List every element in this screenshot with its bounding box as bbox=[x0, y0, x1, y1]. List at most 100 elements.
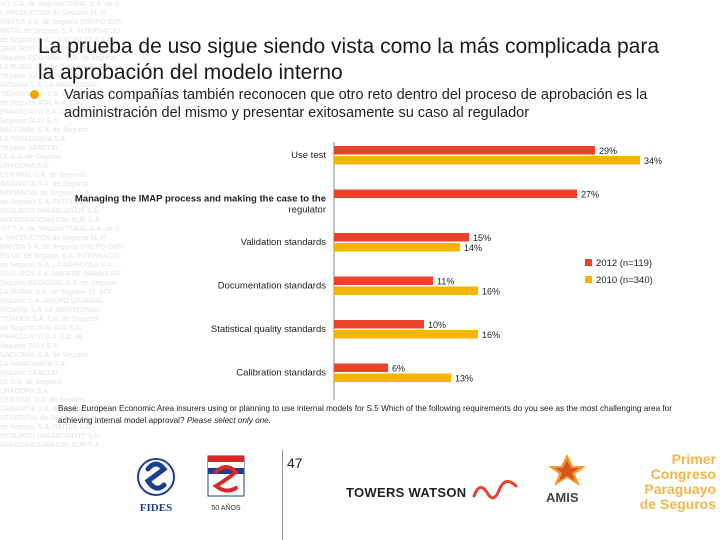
bar-chart: Use test 29% 34% Managing the IMAP process … bbox=[75, 142, 662, 400]
watermark-line: URADORA S.A. bbox=[0, 163, 50, 170]
watermark-line: PARAGUAYO S.A. Cia. de bbox=[0, 334, 83, 341]
legend-swatch bbox=[585, 259, 592, 266]
watermark-line: ENTAL de Seguros S.A. INTERNACIO bbox=[0, 253, 120, 260]
amis-logo-text: AMIS bbox=[546, 490, 579, 505]
data-label: 15% bbox=[473, 233, 491, 243]
page-number: 47 bbox=[287, 455, 303, 471]
watermark-line: NTINENTAL de Seguros S.A. bbox=[0, 415, 92, 422]
background-watermark: VIT S.A. de Seguros TERAL S.A. de S L PRO… bbox=[0, 0, 130, 450]
watermark-line: URADORA S.A. bbox=[0, 388, 50, 395]
bar-2010 bbox=[334, 243, 460, 252]
watermark-line: Seguros REGIONAL S.A. de Seguros bbox=[0, 55, 117, 62]
watermark-line: RANTIA S.A. de Seguros GRUPO GEN bbox=[0, 19, 123, 26]
data-label: 13% bbox=[455, 374, 473, 384]
watermark-line: LA RURAL S.A. de Seguros EL SOL bbox=[0, 289, 113, 296]
watermark-line: VIT S.A. de Seguros TERAL S.A. de S bbox=[0, 1, 120, 8]
towers-watson-logo-text: TOWERS WATSON bbox=[346, 485, 467, 500]
watermark-line: de Seguros ATALAYA S.A. bbox=[0, 100, 82, 107]
watermark-line: TIDADES S.A. Cia. de Seguros bbox=[0, 316, 98, 323]
watermark-line: SEGUROS PARAGUAYOS S.A. bbox=[0, 433, 101, 440]
watermark-line: PARAGUAYO S.A. Cia. de bbox=[0, 109, 83, 116]
watermark-line: NTINENTAL de Seguros S.A. bbox=[0, 190, 92, 197]
towers-watson-logo-icon bbox=[472, 480, 518, 500]
bar-2010 bbox=[334, 373, 451, 382]
watermark-line: LA PARAGUAYA S.A. bbox=[0, 136, 67, 143]
watermark-line: ASEGURADORA DEL SUR S.A. bbox=[0, 217, 102, 224]
data-label: 16% bbox=[482, 330, 500, 340]
data-label: 29% bbox=[599, 146, 617, 156]
fides-logo: FIDES bbox=[137, 458, 175, 514]
watermark-line: L PRODUCTOR de Seguros EL P bbox=[0, 235, 106, 242]
watermark-line: ENTAL de Seguros S.A. INTERNACIO bbox=[0, 28, 120, 35]
bullet-text: Varias compañías también reconocen que o… bbox=[64, 87, 648, 121]
watermark-line: LE S.A. de Seguros bbox=[0, 154, 62, 161]
watermark-line: VIT S.A. de Seguros TERAL S.A. de S bbox=[0, 226, 120, 233]
watermark-line: Seguros S.A. GRUPO GENERAL bbox=[0, 298, 105, 305]
category-label: Managing the IMAP process and making the… bbox=[75, 194, 326, 205]
bar-2010 bbox=[334, 286, 478, 295]
page-title: La prueba de uso sigue siendo vista como… bbox=[38, 35, 660, 84]
watermark-line: de Seguros S.A. LA AGRICOLA S.A. bbox=[0, 37, 114, 44]
data-label: 34% bbox=[644, 156, 662, 166]
bar-2012 bbox=[334, 146, 595, 155]
watermark-line: RANTIA S.A. de Seguros GRUPO GEN bbox=[0, 244, 123, 251]
watermark-line: L PRODUCTOR de Seguros EL P bbox=[0, 10, 106, 17]
watermark-line: RIDIANA S.A. LA MERIDIONAL bbox=[0, 82, 99, 89]
watermark-line: Seguros S.A. GRUPO GENERAL bbox=[0, 73, 105, 80]
legend-swatch bbox=[585, 276, 592, 283]
congreso-logo: Primer Congreso Paraguayo de Seguros bbox=[626, 452, 716, 512]
bar-2010 bbox=[334, 330, 478, 339]
watermark-line: CENTRAL S.A. de Seguros bbox=[0, 172, 86, 179]
watermark-line: LA PARAGUAYA S.A. bbox=[0, 361, 67, 368]
category-label: Statistical quality standards bbox=[211, 324, 326, 335]
category-label: regulator bbox=[289, 205, 327, 216]
watermark-line: ASEGURADORA DEL SUR S.A. bbox=[0, 442, 102, 449]
watermark-line: LA RURAL S.A. de Seguros EL SOL bbox=[0, 64, 113, 71]
data-label: 6% bbox=[392, 364, 405, 374]
fifty-years-text: 50 AÑOS bbox=[211, 503, 241, 512]
watermark-line: Seguros TAJY S.A. bbox=[0, 118, 60, 125]
legend-label: 2012 (n=119) bbox=[596, 258, 652, 269]
watermark-line: de Seguros S.A. PATRIA S.A. bbox=[0, 424, 92, 431]
bullet-icon bbox=[30, 90, 39, 99]
bar-2012 bbox=[334, 276, 433, 285]
watermark-line: SEGUROS S.A. MAPFRE PARAGUAY bbox=[0, 271, 122, 278]
data-label: 11% bbox=[437, 277, 454, 287]
watermark-line: Seguros SANCOR bbox=[0, 370, 58, 377]
watermark-line: GARANTIA S.A. de Seguros bbox=[0, 406, 89, 413]
congreso-line: de Seguros bbox=[639, 496, 716, 512]
watermark-line: NACIONAL S.A. de Seguros bbox=[0, 127, 89, 134]
category-label: Use test bbox=[291, 150, 326, 161]
data-label: 14% bbox=[464, 243, 482, 253]
watermark-line: GARANTIA S.A. de Seguros bbox=[0, 181, 89, 188]
bar-2010 bbox=[334, 156, 640, 165]
category-label: Documentation standards bbox=[218, 281, 327, 292]
amis-logo-icon bbox=[548, 454, 586, 486]
footnote-instruction: Please select only one. bbox=[186, 416, 272, 425]
watermark-line: Seguros TAJY S.A. bbox=[0, 343, 60, 350]
watermark-line: de Seguros S.A. LA AGRICOLA S.A. bbox=[0, 262, 114, 269]
bullet-point: Varias compañías también reconocen que o… bbox=[30, 86, 700, 122]
legend-label: 2010 (n=340) bbox=[596, 275, 653, 286]
bar-2012 bbox=[334, 233, 469, 242]
category-label: Validation standards bbox=[241, 237, 327, 248]
watermark-line: Seguros REGIONAL S.A. de Seguros bbox=[0, 280, 117, 287]
watermark-line: Seguros SANCOR bbox=[0, 145, 58, 152]
divider bbox=[282, 450, 283, 540]
fides-logo-text: FIDES bbox=[140, 502, 172, 514]
fifty-years-logo: 50 AÑOS bbox=[207, 455, 245, 512]
congreso-line: Paraguayo bbox=[644, 481, 716, 497]
watermark-line: RIDIANA S.A. LA MERIDIONAL bbox=[0, 307, 99, 314]
watermark-line: SEGUROS S.A. MAPFRE PARAGUAY bbox=[0, 46, 122, 53]
bar-2012 bbox=[334, 189, 577, 198]
watermark-line: LE S.A. de Seguros bbox=[0, 379, 62, 386]
data-label: 16% bbox=[482, 287, 500, 297]
category-label: Calibration standards bbox=[236, 368, 326, 379]
footnote: Base: European Economic Area insurers us… bbox=[58, 403, 698, 427]
watermark-line: de Seguros ATALAYA S.A. bbox=[0, 325, 82, 332]
watermark-line: TIDADES S.A. Cia. de Seguros bbox=[0, 91, 98, 98]
watermark-line: SEGUROS PARAGUAYOS S.A. bbox=[0, 208, 101, 215]
watermark-line: CENTRAL S.A. de Seguros bbox=[0, 397, 86, 404]
watermark-line: NACIONAL S.A. de Seguros bbox=[0, 352, 89, 359]
data-label: 27% bbox=[581, 190, 599, 200]
